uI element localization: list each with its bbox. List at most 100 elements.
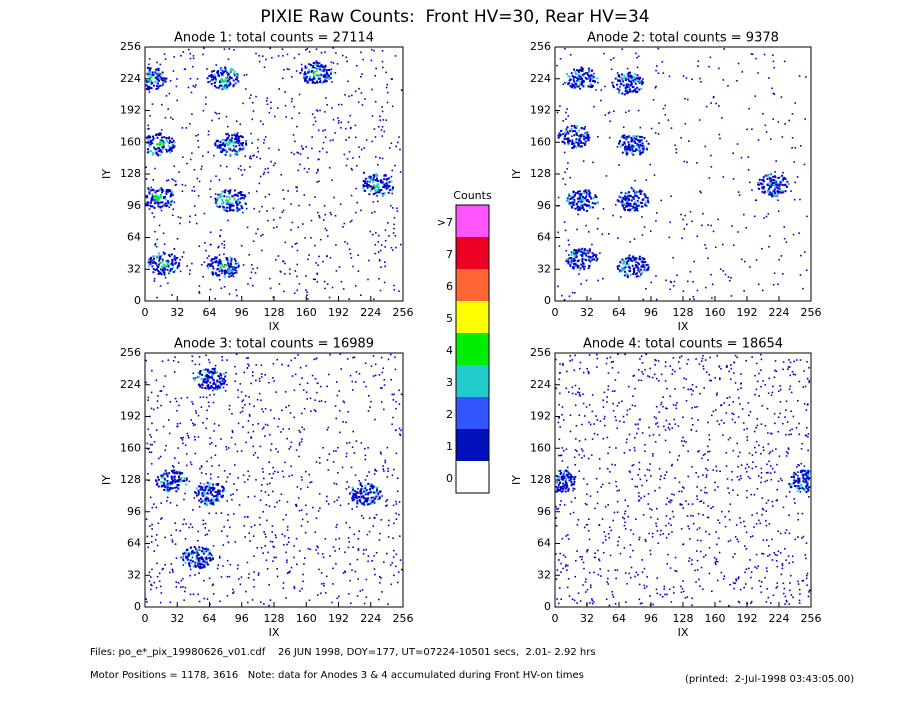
speckle-texture xyxy=(776,488,778,491)
speckle-texture xyxy=(567,262,570,265)
speckle-texture xyxy=(243,525,246,527)
x-tick-label: 224 xyxy=(360,612,381,625)
speckle-texture xyxy=(569,430,572,433)
speckle-texture xyxy=(779,181,782,184)
speckle-texture xyxy=(383,186,386,189)
speckle-texture xyxy=(224,80,227,83)
speckle-texture xyxy=(672,256,674,259)
speckle-texture xyxy=(631,478,634,480)
speckle-texture xyxy=(381,135,384,137)
speckle-texture xyxy=(399,433,401,435)
speckle-texture xyxy=(568,254,570,256)
speckle-texture xyxy=(802,287,804,290)
speckle-texture xyxy=(604,114,607,116)
speckle-texture xyxy=(634,88,637,91)
speckle-texture xyxy=(607,388,609,391)
speckle-texture xyxy=(182,436,185,439)
speckle-texture xyxy=(763,53,766,56)
speckle-texture xyxy=(353,490,356,493)
speckle-texture xyxy=(358,372,361,375)
speckle-texture xyxy=(220,195,223,198)
speckle-texture xyxy=(700,81,702,83)
speckle-texture xyxy=(147,448,150,450)
speckle-texture xyxy=(316,545,318,548)
speckle-texture xyxy=(212,69,215,72)
speckle-texture xyxy=(563,151,566,154)
speckle-texture xyxy=(621,258,624,261)
speckle-texture xyxy=(751,128,753,130)
speckle-texture xyxy=(777,210,780,213)
speckle-texture xyxy=(380,189,383,192)
speckle-texture xyxy=(687,475,690,478)
speckle-texture xyxy=(651,532,654,535)
speckle-texture xyxy=(162,251,165,254)
speckle-texture xyxy=(265,58,267,61)
speckle-texture xyxy=(190,562,193,565)
speckle-texture xyxy=(247,470,249,473)
speckle-texture xyxy=(329,555,331,557)
speckle-texture xyxy=(624,78,627,81)
speckle-texture xyxy=(228,404,231,407)
speckle-texture xyxy=(227,268,230,271)
speckle-texture xyxy=(347,546,350,549)
speckle-texture xyxy=(771,432,773,435)
speckle-texture xyxy=(205,381,208,384)
speckle-texture xyxy=(250,132,252,135)
speckle-texture xyxy=(196,564,199,567)
speckle-texture xyxy=(164,375,167,377)
speckle-texture xyxy=(204,377,207,380)
speckle-texture xyxy=(204,534,207,536)
speckle-texture xyxy=(374,244,377,246)
speckle-texture xyxy=(764,174,767,177)
speckle-texture xyxy=(148,73,151,75)
speckle-texture xyxy=(300,145,303,147)
speckle-texture xyxy=(253,495,256,498)
speckle-texture xyxy=(189,158,192,161)
speckle-texture xyxy=(209,196,212,198)
speckle-texture xyxy=(344,241,346,243)
speckle-texture xyxy=(202,53,204,56)
speckle-texture xyxy=(621,199,624,202)
speckle-texture xyxy=(351,508,353,510)
speckle-texture xyxy=(364,98,366,100)
speckle-texture xyxy=(379,581,381,584)
speckle-texture xyxy=(149,143,152,146)
speckle-texture xyxy=(166,179,168,182)
speckle-texture xyxy=(624,198,627,201)
speckle-texture xyxy=(263,171,266,174)
speckle-texture xyxy=(333,482,336,485)
speckle-texture xyxy=(684,122,687,125)
speckle-texture xyxy=(359,501,362,504)
speckle-texture xyxy=(647,201,650,204)
speckle-texture xyxy=(576,228,578,231)
speckle-texture xyxy=(627,85,630,88)
speckle-texture xyxy=(238,144,241,147)
speckle-texture xyxy=(763,185,766,188)
speckle-texture xyxy=(580,80,583,83)
speckle-texture xyxy=(621,135,624,138)
speckle-texture xyxy=(712,96,715,99)
speckle-texture xyxy=(183,599,185,601)
speckle-texture xyxy=(286,437,288,440)
speckle-texture xyxy=(349,114,352,117)
speckle-texture xyxy=(169,483,172,486)
speckle-texture xyxy=(162,425,165,428)
speckle-texture xyxy=(237,138,240,141)
speckle-texture xyxy=(326,255,328,257)
speckle-texture xyxy=(158,259,161,262)
speckle-texture xyxy=(372,298,375,301)
speckle-texture xyxy=(654,86,657,89)
speckle-texture xyxy=(774,171,776,173)
speckle-texture xyxy=(317,74,320,77)
speckle-texture xyxy=(566,108,568,110)
speckle-texture xyxy=(200,373,203,376)
speckle-texture xyxy=(210,180,212,182)
speckle-texture xyxy=(160,474,163,477)
speckle-texture xyxy=(682,580,684,582)
speckle-texture xyxy=(769,186,772,189)
speckle-texture xyxy=(222,87,225,90)
speckle-texture xyxy=(226,383,228,386)
speckle-texture xyxy=(219,600,221,603)
speckle-texture xyxy=(210,259,213,262)
speckle-texture xyxy=(357,537,360,540)
